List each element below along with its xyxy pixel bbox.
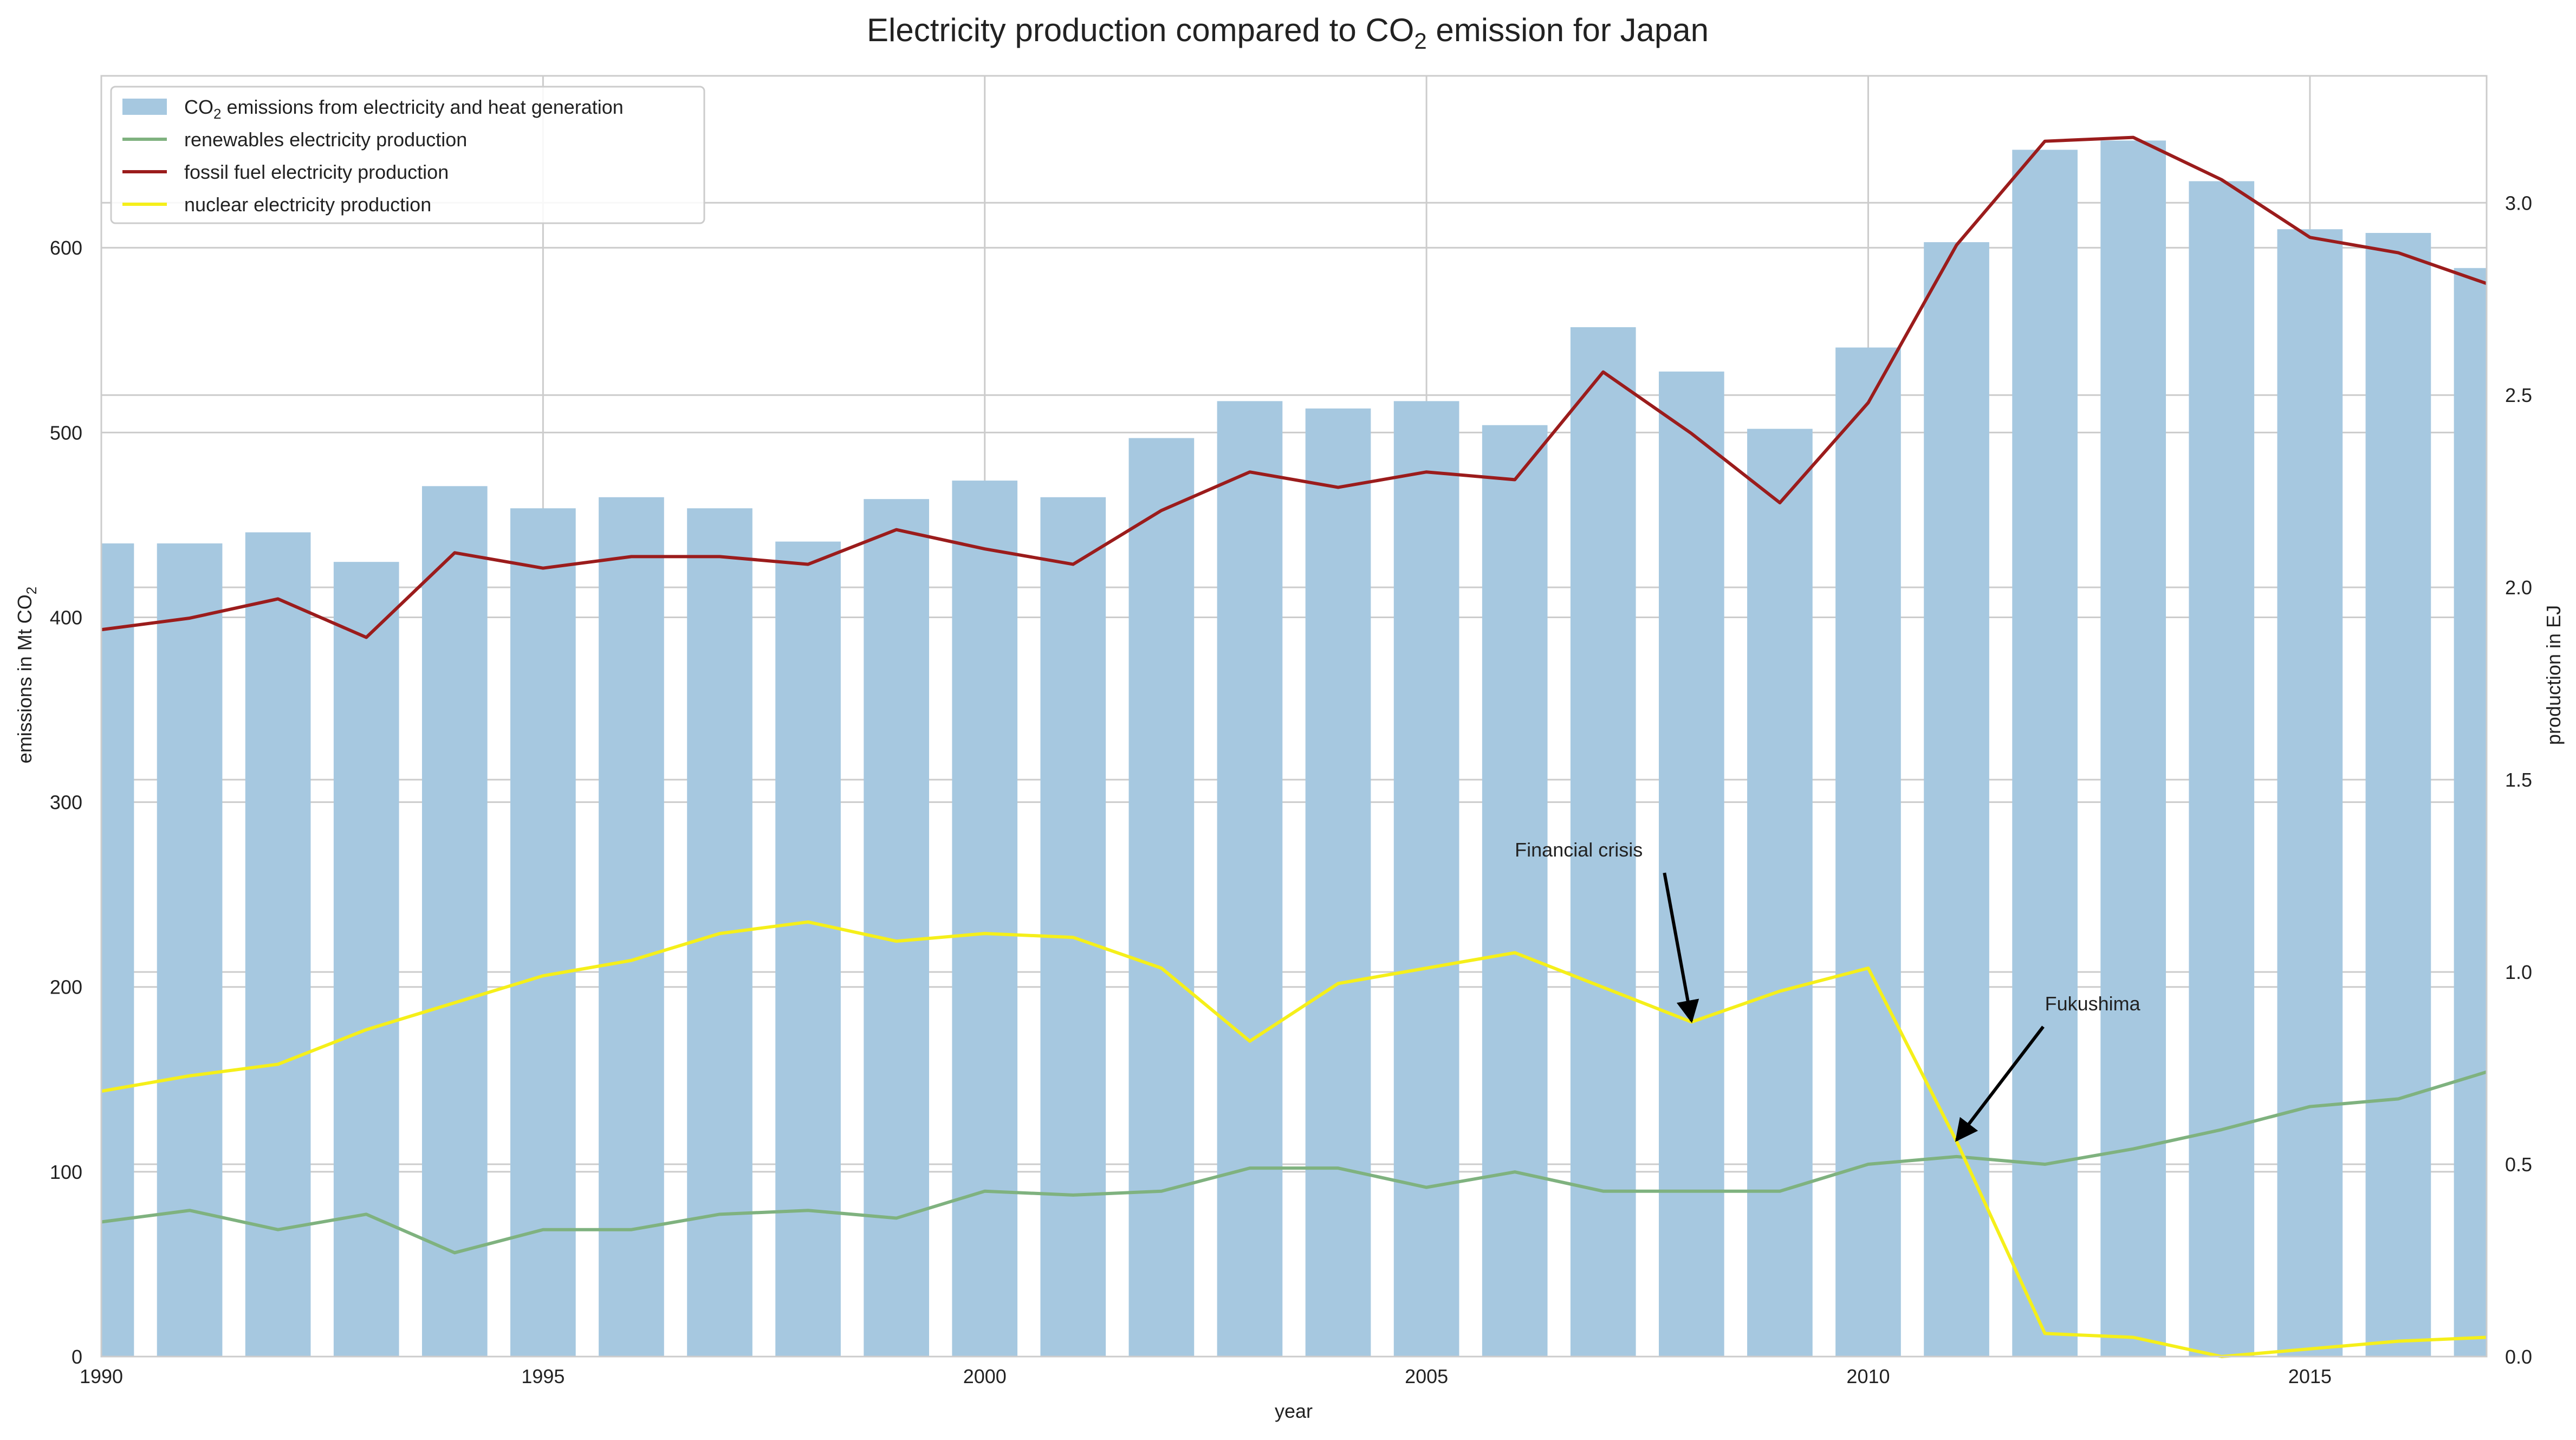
annotations: Financial crisis Fukushima <box>1515 839 2141 1142</box>
co2-bar <box>2277 229 2343 1357</box>
co2-bar <box>1747 429 1813 1357</box>
x-tick-label: 2015 <box>2288 1365 2332 1387</box>
annotation-fukushima-label: Fukushima <box>2045 993 2141 1015</box>
co2-bar <box>510 508 576 1357</box>
legend-label-renewables: renewables electricity production <box>184 128 467 151</box>
co2-bar <box>2365 232 2431 1357</box>
co2-bar <box>2189 181 2255 1357</box>
left-tick-label: 300 <box>50 792 82 814</box>
plot-background <box>101 76 2487 1357</box>
co2-bar <box>1835 347 1901 1357</box>
right-tick-label: 0.0 <box>2505 1346 2532 1368</box>
co2-bar <box>775 541 841 1357</box>
co2-bar <box>1128 438 1195 1357</box>
chart-title: Electricity production compared to CO2 e… <box>867 12 1709 54</box>
right-axis-label: production in EJ <box>2542 605 2565 745</box>
right-tick-label: 2.0 <box>2505 576 2532 599</box>
right-tick-label: 3.0 <box>2505 192 2532 214</box>
legend-label-co2-bars-main: CO <box>184 96 213 118</box>
legend-swatch-co2-bars <box>122 99 167 115</box>
x-tick-label: 2010 <box>1846 1365 1890 1387</box>
legend-box <box>110 86 705 224</box>
co2-bar <box>1040 497 1106 1357</box>
left-tick-label: 500 <box>50 421 82 444</box>
left-tick-label: 200 <box>50 976 82 998</box>
annotation-financial-crisis-arrow <box>1663 872 1699 1023</box>
left-tick-label: 600 <box>50 237 82 259</box>
legend-label-nuclear: nuclear electricity production <box>184 193 431 216</box>
right-axis-ticks: 0.0 0.5 1.0 1.5 2.0 2.5 3.0 <box>2505 192 2532 1368</box>
chart-title-tail: emission for Japan <box>1427 12 1709 48</box>
legend-label-co2-bars-subscript: 2 <box>213 106 221 122</box>
nuclear-line <box>101 920 2487 1358</box>
grid <box>100 76 2487 1358</box>
left-tick-label: 0 <box>72 1346 82 1368</box>
plot-area <box>101 76 2487 1357</box>
annotation-fukushima-arrow <box>1955 1026 2045 1142</box>
bar-series <box>101 140 2487 1357</box>
co2-bar <box>2012 150 2078 1357</box>
co2-bar <box>1658 371 1724 1357</box>
left-axis-label: emissions in Mt CO2 <box>14 587 40 764</box>
co2-bar <box>1217 401 1283 1357</box>
x-tick-label: 1995 <box>521 1365 564 1387</box>
chart-title-subscript: 2 <box>1414 28 1426 54</box>
legend-label-co2-bars: CO2 emissions from electricity and heat … <box>184 96 624 122</box>
left-axis-label-main: emissions in Mt CO <box>14 594 36 763</box>
right-tick-label: 1.5 <box>2505 769 2532 791</box>
fossil-line <box>101 135 2487 639</box>
co2-bar <box>1393 401 1459 1357</box>
right-tick-label: 0.5 <box>2505 1153 2532 1176</box>
co2-bar <box>421 486 488 1357</box>
x-axis-ticks: 1990 1995 2000 2005 2010 2015 <box>80 1365 2332 1387</box>
legend-label-fossil: fossil fuel electricity production <box>184 161 449 183</box>
x-axis-label: year <box>1275 1400 1313 1422</box>
co2-bar <box>952 481 1018 1357</box>
renewables-line <box>101 1070 2487 1255</box>
left-axis-label-subscript: 2 <box>23 587 40 594</box>
co2-bar <box>599 497 664 1357</box>
co2-bar <box>1305 408 1371 1357</box>
co2-bar <box>101 543 134 1357</box>
co2-bar <box>157 543 223 1357</box>
co2-bar <box>245 532 311 1357</box>
line-series <box>101 135 2487 1358</box>
co2-bar <box>2454 268 2487 1357</box>
co2-bar <box>864 499 930 1357</box>
right-tick-label: 1.0 <box>2505 961 2532 983</box>
x-tick-label: 1990 <box>80 1365 123 1387</box>
annotation-financial-crisis-label: Financial crisis <box>1515 839 1643 861</box>
chart-title-main: Electricity production compared to CO <box>867 12 1414 48</box>
co2-bar <box>2100 140 2166 1357</box>
plot-border <box>100 75 2488 1358</box>
right-tick-label: 2.5 <box>2505 384 2532 406</box>
co2-bar <box>333 562 399 1357</box>
left-tick-label: 100 <box>50 1161 82 1183</box>
left-axis-ticks: 0 100 200 300 400 500 600 <box>50 237 82 1368</box>
legend-label-co2-bars-tail: emissions from electricity and heat gene… <box>221 96 623 118</box>
co2-bar <box>1482 425 1548 1357</box>
x-tick-label: 2000 <box>963 1365 1007 1387</box>
x-tick-label: 2005 <box>1405 1365 1448 1387</box>
legend: CO2 emissions from electricity and heat … <box>110 86 705 224</box>
co2-bar <box>1924 242 1989 1357</box>
plot-frame <box>100 75 2488 1358</box>
left-tick-label: 400 <box>50 606 82 628</box>
